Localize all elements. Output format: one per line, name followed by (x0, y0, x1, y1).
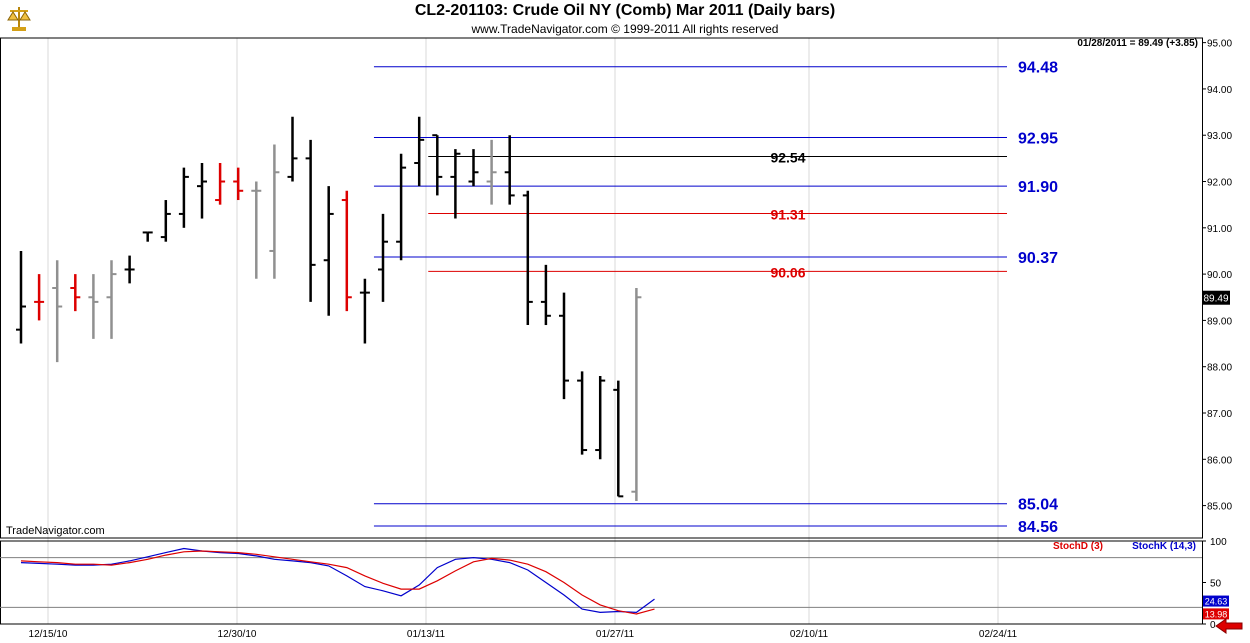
ohlc-bars (16, 116, 642, 501)
x-tick-label: 02/10/11 (790, 629, 829, 640)
y-tick-label: 92.00 (1207, 178, 1232, 189)
last-price-label: 89.49 (1203, 294, 1228, 305)
level-label: 84.56 (1018, 519, 1058, 536)
stochd-line (20, 550, 655, 615)
y-tick-label: 90.00 (1207, 270, 1232, 281)
stochk-value-badge (1203, 595, 1229, 607)
x-tick-label: 12/30/10 (218, 629, 257, 640)
level-label: 94.48 (1018, 60, 1058, 77)
y-tick-label: 88.00 (1207, 363, 1232, 374)
axes: 95.00 94.00 93.00 92.00 91.00 90.00 89.00 88.00… (0, 37, 1232, 640)
y-tick-label: 95.00 (1207, 39, 1232, 50)
level-label: 92.54 (770, 150, 805, 166)
last-price-marker (1203, 290, 1230, 305)
x-tick-label: 01/27/11 (596, 629, 635, 640)
y-tick-label: 91.00 (1207, 224, 1232, 235)
stochd-value: 13.98 (1205, 609, 1228, 619)
price-panel-frame (0, 37, 1203, 539)
y-tick-label: 85.00 (1207, 502, 1232, 513)
level-label: 91.90 (1018, 179, 1058, 196)
legend-stochd: StochD (3) (1053, 541, 1103, 552)
y-tick-label: 87.00 (1207, 409, 1232, 420)
last-quote-label: 01/28/2011 = 89.49 (+3.85) (1077, 38, 1198, 49)
red-left-arrow-icon[interactable] (1214, 617, 1244, 635)
stochk-value: 24.63 (1205, 597, 1228, 607)
x-tick-label: 01/13/11 (407, 629, 446, 640)
stoch-y-label: 100 (1210, 537, 1227, 548)
level-label: 85.04 (1018, 497, 1058, 514)
chart-subtitle: www.TradeNavigator.com © 1999-2011 All r… (471, 22, 779, 36)
stochk-line (20, 547, 655, 614)
y-tick-label: 93.00 (1207, 131, 1232, 142)
stoch-panel-frame (0, 540, 1203, 625)
stochastic-panel: 100 50 0 StochD (3) StochK (14,3) 24.63 13.98 (0, 537, 1229, 631)
price-levels: 94.48 92.95 92.54 91.90 91.31 90.37 90.06 85.04… (373, 60, 1058, 536)
stochd-value-badge (1203, 608, 1229, 620)
level-label: 91.31 (770, 206, 805, 222)
x-tick-label: 02/24/11 (979, 629, 1018, 640)
y-tick-label: 94.00 (1207, 85, 1232, 96)
watermark-text: TradeNavigator.com (6, 525, 105, 537)
grid-lines (47, 38, 999, 624)
level-label: 90.37 (1018, 250, 1058, 267)
legend-stochk: StochK (14,3) (1132, 541, 1196, 552)
scales-logo-icon (7, 7, 31, 31)
chart-title: CL2-201103: Crude Oil NY (Comb) Mar 2011… (414, 2, 836, 19)
y-tick-label: 89.00 (1207, 316, 1232, 327)
y-tick-label: 86.00 (1207, 455, 1232, 466)
x-tick-label: 12/15/10 (29, 629, 68, 640)
level-label: 90.06 (770, 264, 805, 280)
level-label: 92.95 (1018, 131, 1058, 148)
stoch-y-label: 50 (1210, 579, 1222, 590)
stoch-y-label: 0 (1210, 620, 1216, 631)
